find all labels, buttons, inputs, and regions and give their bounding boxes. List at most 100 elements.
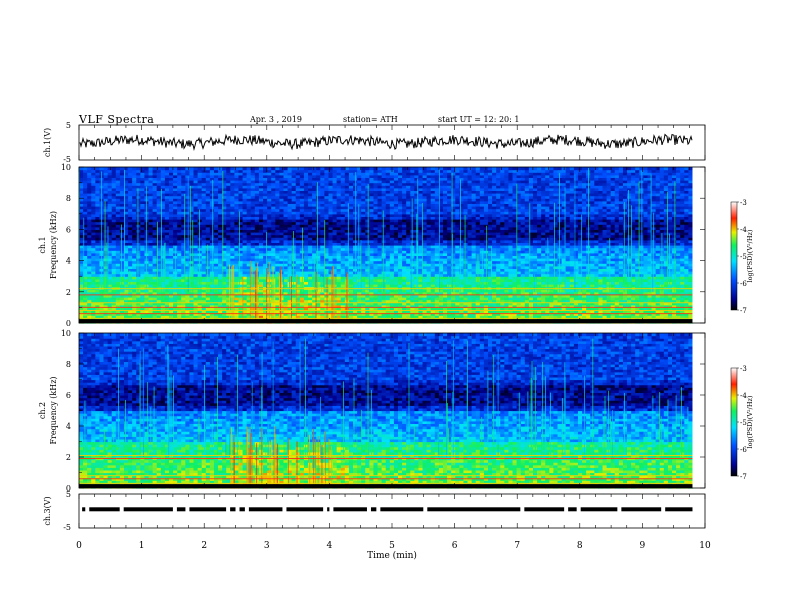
ch1-cell bbox=[263, 195, 268, 199]
ch1-cell bbox=[381, 224, 387, 228]
ch1-cell bbox=[189, 185, 195, 189]
ch1-cell bbox=[303, 219, 309, 223]
ch1-cell bbox=[340, 216, 346, 220]
ch1-cell bbox=[344, 260, 350, 264]
ch1-cell bbox=[234, 232, 240, 236]
ch1-cell bbox=[361, 258, 366, 262]
ch1-cell bbox=[160, 200, 166, 204]
ch1-cell bbox=[283, 221, 289, 225]
ch1-cell bbox=[303, 169, 309, 173]
ch1-cell bbox=[164, 213, 170, 217]
ch1-cell bbox=[377, 276, 383, 280]
ch1-cell bbox=[103, 185, 109, 189]
ch1-cell bbox=[340, 278, 346, 282]
ch1-cell bbox=[348, 195, 354, 199]
ch1-cell bbox=[140, 211, 146, 215]
ch1-cell bbox=[205, 289, 211, 293]
ch1-cell bbox=[279, 169, 285, 173]
ch1-cell bbox=[365, 297, 370, 301]
ch1-cell bbox=[193, 252, 199, 256]
ch1-cell bbox=[132, 180, 137, 184]
ch1-cell bbox=[291, 273, 297, 277]
ch1-cell bbox=[164, 169, 170, 173]
ch1-cell bbox=[226, 180, 231, 184]
ch1-cell bbox=[168, 289, 174, 293]
ch1-cell bbox=[258, 198, 264, 202]
ch1-cell bbox=[340, 276, 346, 280]
ch1-cell bbox=[168, 219, 174, 223]
ch1-cell bbox=[201, 185, 207, 189]
ch1-cell bbox=[258, 278, 264, 282]
ch1-cell bbox=[246, 245, 252, 249]
ch1-cell bbox=[328, 276, 334, 280]
ch1-cell bbox=[377, 294, 383, 298]
ch1-cell bbox=[91, 268, 96, 272]
ch1-cell bbox=[177, 198, 182, 202]
ch1-cell bbox=[79, 276, 84, 280]
ch1-cell bbox=[275, 294, 280, 298]
ch1-cell bbox=[283, 291, 289, 295]
ch1-cell bbox=[222, 174, 227, 178]
ch1-cell bbox=[185, 172, 191, 176]
ch1-cell bbox=[177, 169, 182, 173]
ch1-cell bbox=[287, 294, 293, 298]
ch1-cell bbox=[156, 289, 162, 293]
ch1-cell bbox=[267, 229, 272, 233]
ch1-cell bbox=[287, 177, 293, 181]
ch1-cell bbox=[115, 219, 121, 223]
ch1-cell bbox=[136, 208, 141, 212]
ch1-cell bbox=[79, 297, 84, 301]
ch1-cell bbox=[164, 221, 170, 225]
ch1-cell bbox=[328, 177, 334, 181]
ch1-cell bbox=[119, 310, 125, 314]
ch1-cell bbox=[218, 258, 223, 262]
ch1-cell bbox=[246, 237, 252, 241]
ch1-cell bbox=[79, 213, 84, 217]
ch1-cell bbox=[197, 195, 203, 199]
ch1-cell bbox=[353, 294, 358, 298]
ch1-cell bbox=[79, 198, 84, 202]
ch1-cell bbox=[258, 237, 264, 241]
ch1-cell bbox=[275, 289, 280, 293]
ch1-cell bbox=[365, 289, 370, 293]
ch1-cell bbox=[103, 190, 109, 194]
ch1-cell bbox=[79, 247, 84, 251]
ch1-cell bbox=[103, 239, 109, 243]
ch1-cell bbox=[344, 219, 350, 223]
ch1-cell bbox=[348, 216, 354, 220]
ch1-cell bbox=[140, 291, 146, 295]
ch1-cell bbox=[377, 190, 383, 194]
ch1-cell bbox=[79, 302, 84, 306]
ch1-cell bbox=[246, 195, 252, 199]
ch1-cell bbox=[340, 281, 346, 285]
ch1-cell bbox=[193, 247, 199, 251]
ch1-cell bbox=[181, 263, 186, 267]
ch1-cell bbox=[324, 245, 330, 249]
ch1-cell bbox=[328, 260, 334, 264]
ch1-cell bbox=[103, 268, 109, 272]
ch1-cell bbox=[111, 304, 117, 308]
ch1-cell bbox=[332, 169, 338, 173]
ch1-cell bbox=[148, 271, 154, 275]
ch1-cell bbox=[377, 315, 383, 319]
ch1-cell bbox=[144, 276, 150, 280]
ch1-cell bbox=[320, 174, 325, 178]
ch1-cell bbox=[181, 294, 186, 298]
ch1-cell bbox=[246, 268, 252, 272]
ch1-cell bbox=[369, 208, 375, 212]
ch1-cell bbox=[357, 224, 362, 228]
ch1-cell bbox=[340, 304, 346, 308]
ch1-cell bbox=[189, 281, 195, 285]
ch1-cell bbox=[156, 200, 162, 204]
ch1-cell bbox=[238, 177, 244, 181]
ch1-cell bbox=[156, 307, 162, 311]
ch1-cell bbox=[123, 250, 129, 254]
ch1-cell bbox=[136, 299, 141, 303]
ch1-cell bbox=[271, 304, 276, 308]
ch1-cell bbox=[95, 250, 101, 254]
ch1-cell bbox=[263, 289, 268, 293]
ch1-cell bbox=[189, 263, 195, 267]
ch1-cell bbox=[312, 232, 317, 236]
ch1-cell bbox=[369, 255, 375, 259]
ch1-cell bbox=[226, 260, 231, 264]
